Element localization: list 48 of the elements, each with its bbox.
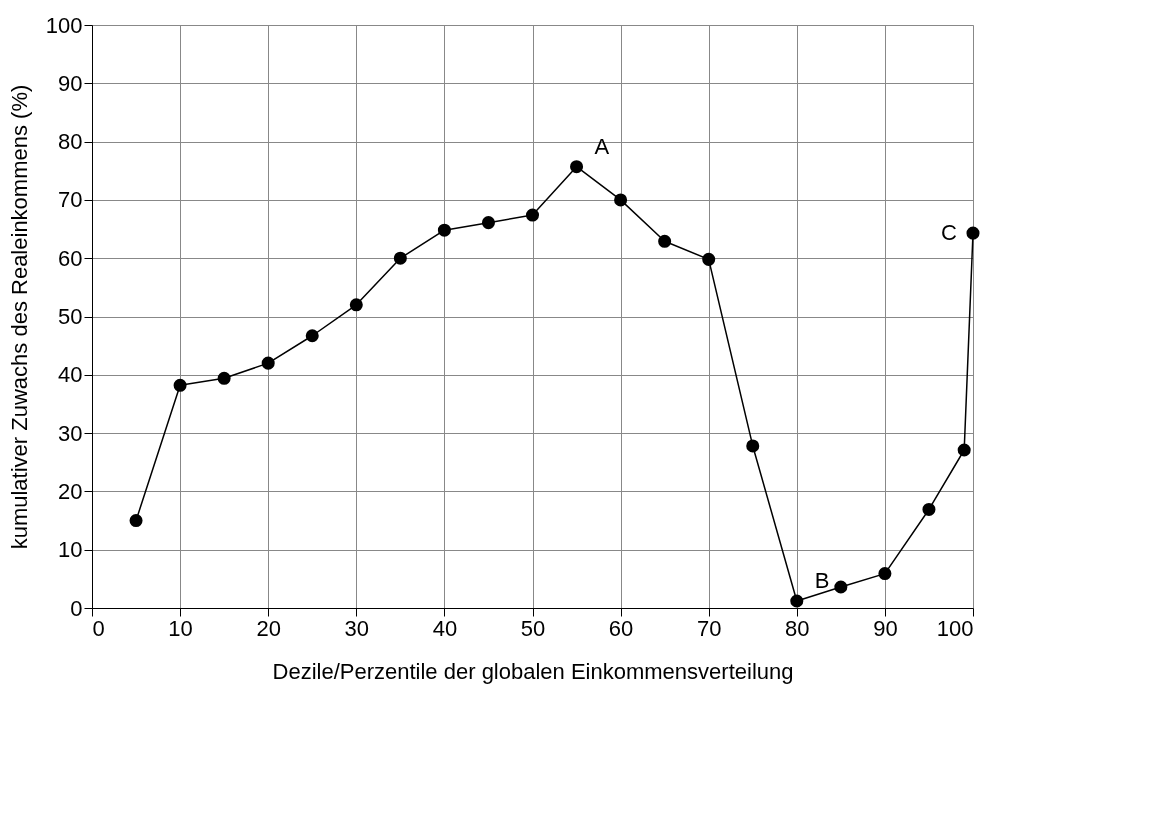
x-tick-label: 70 bbox=[696, 615, 722, 641]
x-tick-label: 100 bbox=[936, 615, 974, 641]
point bbox=[129, 514, 143, 528]
y-tick-label: 0 bbox=[70, 595, 83, 621]
annotation: C bbox=[941, 220, 958, 246]
point bbox=[305, 329, 319, 343]
point bbox=[393, 251, 407, 265]
point bbox=[834, 580, 848, 594]
point bbox=[614, 193, 628, 207]
point bbox=[878, 567, 892, 581]
point bbox=[570, 160, 584, 174]
point bbox=[481, 216, 495, 230]
point bbox=[702, 252, 716, 266]
y-tick-label: 20 bbox=[58, 478, 83, 504]
point bbox=[525, 208, 540, 222]
x-tick-label: 10 bbox=[168, 615, 193, 641]
point bbox=[746, 439, 760, 453]
y-tick-label: 40 bbox=[58, 362, 83, 388]
point bbox=[790, 594, 804, 608]
point bbox=[658, 234, 672, 248]
point bbox=[261, 356, 275, 370]
point bbox=[173, 378, 187, 392]
annotation: A bbox=[594, 133, 610, 159]
y-tick-label: 30 bbox=[58, 420, 83, 446]
point bbox=[437, 223, 451, 237]
point bbox=[966, 226, 980, 240]
y-tick-label: 80 bbox=[58, 129, 83, 155]
x-tick-label: 60 bbox=[608, 615, 634, 641]
x-tick-label: 90 bbox=[873, 615, 898, 641]
y-axis-title: kumulativer Zuwachs des Realeinkommens (%) bbox=[6, 84, 32, 550]
y-tick-label: 100 bbox=[45, 12, 83, 38]
y-tick-label: 10 bbox=[58, 537, 83, 563]
annotation: B bbox=[814, 568, 830, 593]
x-tick-label: 40 bbox=[432, 615, 458, 641]
x-tick-label: 80 bbox=[785, 615, 810, 641]
point bbox=[349, 298, 363, 312]
point bbox=[217, 371, 231, 385]
point bbox=[922, 502, 936, 516]
y-tick-label: 60 bbox=[58, 245, 83, 271]
x-tick-label: 20 bbox=[256, 615, 281, 641]
y-tick-label: 90 bbox=[58, 70, 83, 96]
x-tick-label: 50 bbox=[520, 615, 546, 641]
y-tick-label: 50 bbox=[58, 304, 83, 329]
x-tick-label: 30 bbox=[344, 615, 370, 641]
y-tick-label: 70 bbox=[58, 187, 83, 213]
x-axis-title: Dezile/Perzentile der globalen Einkommensverteilung bbox=[272, 658, 794, 684]
point bbox=[957, 443, 971, 457]
x-tick-label: 0 bbox=[92, 615, 105, 641]
